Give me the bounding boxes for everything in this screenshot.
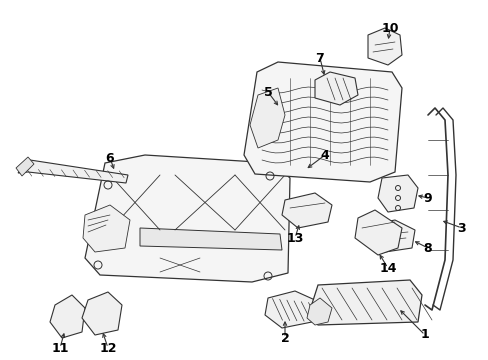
Text: 10: 10 — [381, 22, 398, 35]
Polygon shape — [264, 291, 314, 328]
Polygon shape — [244, 62, 401, 182]
Polygon shape — [50, 295, 85, 338]
Polygon shape — [249, 88, 285, 148]
Polygon shape — [354, 210, 401, 255]
Polygon shape — [367, 28, 401, 65]
Text: 7: 7 — [315, 51, 324, 64]
Text: 4: 4 — [320, 149, 329, 162]
Polygon shape — [82, 292, 122, 335]
Polygon shape — [85, 155, 289, 282]
Polygon shape — [377, 175, 417, 212]
Text: 9: 9 — [423, 192, 431, 204]
Polygon shape — [83, 205, 130, 252]
Text: 3: 3 — [457, 221, 466, 234]
Polygon shape — [309, 280, 421, 325]
Polygon shape — [314, 72, 357, 105]
Text: 14: 14 — [379, 261, 396, 274]
Polygon shape — [367, 220, 414, 252]
Text: 13: 13 — [286, 231, 303, 244]
Text: 8: 8 — [423, 242, 431, 255]
Text: 5: 5 — [263, 86, 272, 99]
Text: 1: 1 — [420, 328, 428, 342]
Polygon shape — [16, 157, 34, 176]
Text: 12: 12 — [99, 342, 117, 355]
Text: 11: 11 — [51, 342, 69, 355]
Polygon shape — [282, 193, 331, 228]
Polygon shape — [18, 160, 128, 183]
Text: 6: 6 — [105, 152, 114, 165]
Text: 2: 2 — [280, 332, 289, 345]
Polygon shape — [306, 298, 331, 325]
Polygon shape — [140, 228, 282, 250]
